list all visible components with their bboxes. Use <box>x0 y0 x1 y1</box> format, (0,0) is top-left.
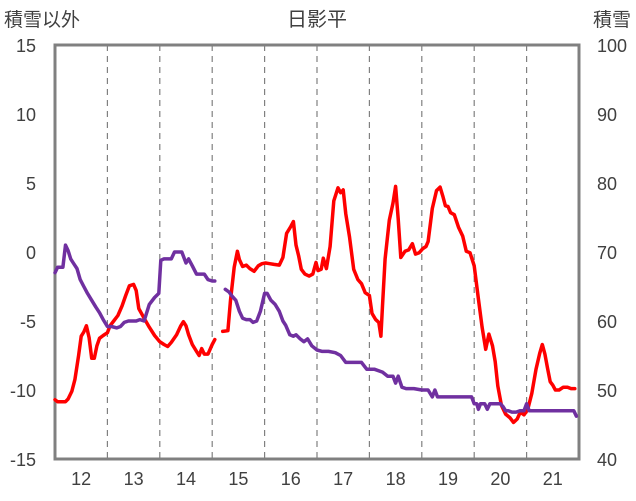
x-tick-label: 13 <box>124 469 144 489</box>
chart-title: 日影平 <box>287 7 347 31</box>
right-tick-label: 70 <box>597 243 617 263</box>
left-tick-label: -10 <box>10 381 36 401</box>
x-tick-label: 15 <box>228 469 248 489</box>
x-tick-label: 20 <box>490 469 510 489</box>
right-tick-label: 90 <box>597 105 617 125</box>
left-tick-label: -15 <box>10 450 36 470</box>
right-tick-label: 60 <box>597 312 617 332</box>
series-layer <box>53 184 579 425</box>
x-tick-label: 16 <box>281 469 301 489</box>
left-tick-label: 5 <box>26 174 36 194</box>
left-tick-label: -5 <box>20 312 36 332</box>
right-tick-label: 100 <box>597 36 627 56</box>
left-tick-label: 15 <box>16 36 36 56</box>
right-tick-label: 40 <box>597 450 617 470</box>
x-tick-label: 21 <box>543 469 563 489</box>
right-axis-title: 積雪 <box>593 9 631 31</box>
x-tick-label: 12 <box>71 469 91 489</box>
red-series-line <box>220 184 577 425</box>
plot-frame <box>53 43 581 461</box>
x-tick-label: 19 <box>438 469 458 489</box>
left-tick-label: 10 <box>16 105 36 125</box>
right-axis-ticks: 100 90 80 70 60 50 40 <box>597 36 627 470</box>
purple-series-line <box>223 287 579 418</box>
right-tick-label: 50 <box>597 381 617 401</box>
red-series-line <box>53 282 217 404</box>
left-axis-title: 積雪以外 <box>4 9 80 31</box>
x-axis-ticks: 12 13 14 15 16 17 18 19 20 21 <box>71 469 563 489</box>
x-tick-label: 14 <box>176 469 196 489</box>
x-tick-label: 18 <box>386 469 406 489</box>
purple-series-line <box>53 243 217 330</box>
left-axis-ticks: 15 10 5 0 -5 -10 -15 <box>10 36 36 470</box>
left-tick-label: 0 <box>26 243 36 263</box>
x-tick-label: 17 <box>333 469 353 489</box>
right-tick-label: 80 <box>597 174 617 194</box>
